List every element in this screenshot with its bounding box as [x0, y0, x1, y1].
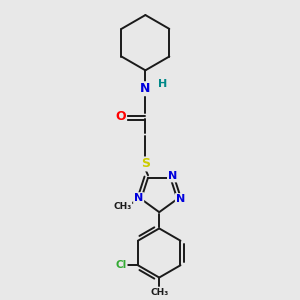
- Text: N: N: [176, 194, 185, 204]
- Text: CH₃: CH₃: [114, 202, 132, 211]
- Text: O: O: [116, 110, 126, 123]
- Text: N: N: [140, 82, 151, 95]
- Text: H: H: [158, 79, 167, 89]
- Text: CH₃: CH₃: [150, 288, 168, 297]
- Text: N: N: [134, 193, 143, 203]
- Text: N: N: [168, 172, 177, 182]
- Text: Cl: Cl: [116, 260, 127, 270]
- Text: S: S: [141, 158, 150, 170]
